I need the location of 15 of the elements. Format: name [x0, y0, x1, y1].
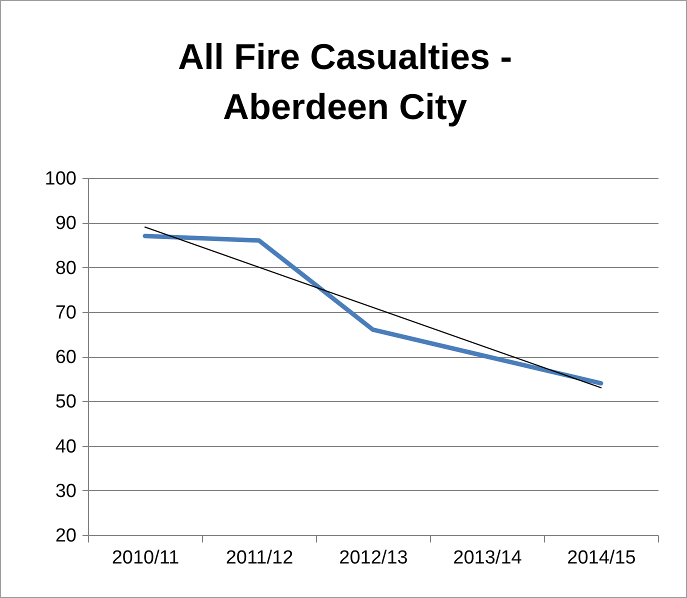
- y-tick-label: 40: [55, 436, 76, 458]
- x-tick-label: 2013/14: [453, 548, 522, 568]
- y-tick-label: 80: [55, 258, 76, 279]
- y-tick-label: 30: [55, 480, 76, 502]
- y-tick-label: 60: [55, 347, 76, 368]
- y-tick-label: 90: [55, 213, 76, 234]
- x-tick-label: 2010/11: [112, 548, 180, 568]
- chart-title: All Fire Casualties - Aberdeen City: [178, 36, 512, 127]
- y-tick-label: 70: [55, 302, 76, 324]
- x-tick-label: 2011/12: [226, 548, 294, 568]
- x-tick-label: 2012/13: [339, 548, 408, 568]
- y-tick-label: 100: [44, 168, 76, 190]
- y-tick-label: 50: [55, 392, 76, 413]
- x-tick-label: 2014/15: [567, 548, 636, 568]
- y-tick-label: 20: [55, 526, 76, 546]
